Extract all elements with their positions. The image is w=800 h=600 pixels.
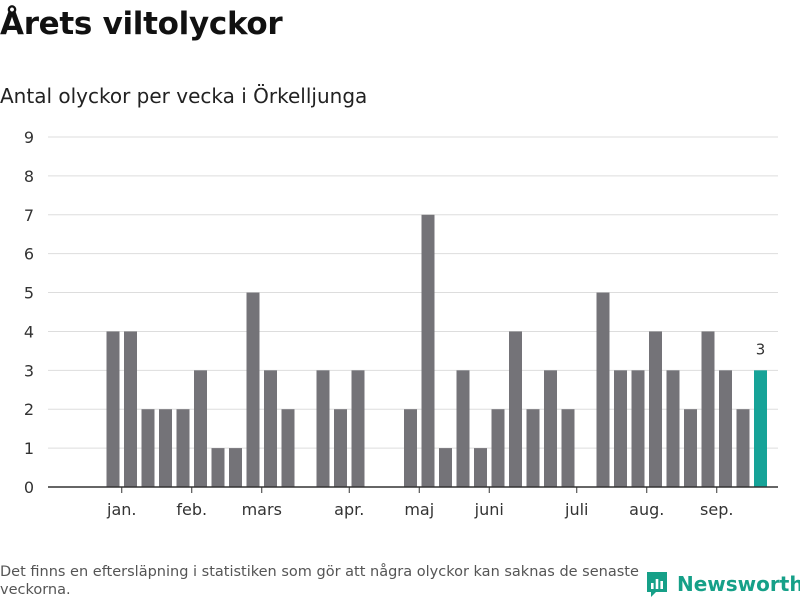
brand-logo[interactable]: Newsworthy	[645, 570, 800, 598]
bar[interactable]	[439, 448, 452, 487]
bar-current-week[interactable]	[754, 370, 767, 487]
bar[interactable]	[106, 331, 120, 487]
y-tick-label: 3	[24, 361, 34, 380]
bar[interactable]	[544, 370, 557, 487]
y-tick-label: 4	[24, 322, 34, 341]
x-tick-label: maj	[404, 500, 434, 519]
bar[interactable]	[124, 331, 137, 487]
bar[interactable]	[666, 370, 680, 487]
x-tick-label: mars	[242, 500, 282, 519]
bar[interactable]	[211, 448, 225, 487]
data-label-current-week: 3	[756, 340, 766, 358]
x-tick-label: apr.	[334, 500, 364, 519]
x-tick-label: juli	[564, 500, 588, 519]
bar[interactable]	[631, 370, 645, 487]
y-tick-label: 6	[24, 245, 34, 264]
x-tick-label: aug.	[629, 500, 664, 519]
bar[interactable]	[561, 409, 575, 487]
x-tick-label: juni	[474, 500, 504, 519]
bar[interactable]	[334, 409, 347, 487]
bar[interactable]	[491, 409, 505, 487]
bar[interactable]	[614, 370, 627, 487]
bar[interactable]	[351, 370, 365, 487]
bar[interactable]	[649, 331, 662, 487]
bar[interactable]	[526, 409, 540, 487]
bar[interactable]	[474, 448, 487, 487]
bar[interactable]	[736, 409, 750, 487]
y-tick-label: 8	[24, 167, 34, 186]
bars	[106, 214, 767, 487]
x-tick-label: sep.	[700, 500, 733, 519]
bar[interactable]	[281, 409, 295, 487]
y-tick-label: 7	[24, 206, 34, 225]
y-tick-label: 0	[24, 478, 34, 497]
x-tick-label: feb.	[176, 500, 207, 519]
brand-name: Newsworthy	[677, 572, 800, 596]
bar[interactable]	[684, 409, 697, 487]
bar-chart: 0 1 2 3 4 5 6 7 8 9 3 jan. feb. mars apr. maj juni juli au…	[24, 128, 778, 519]
y-tick-label: 2	[24, 400, 34, 419]
y-tick-label: 5	[24, 284, 34, 303]
bar[interactable]	[404, 409, 417, 487]
bar[interactable]	[264, 370, 277, 487]
bar[interactable]	[159, 409, 172, 487]
axes: 0 1 2 3 4 5 6 7 8 9 3 jan. feb. mars apr. maj juni juli au…	[24, 128, 778, 519]
bar[interactable]	[701, 331, 715, 487]
newsworthy-logo-icon	[647, 572, 667, 597]
bar[interactable]	[421, 214, 435, 487]
chart-title: Årets viltolyckor	[0, 6, 283, 42]
bar[interactable]	[719, 370, 732, 487]
bar[interactable]	[456, 370, 470, 487]
bar[interactable]	[141, 409, 155, 487]
bar[interactable]	[509, 331, 522, 487]
bar[interactable]	[176, 409, 190, 487]
bar[interactable]	[229, 448, 242, 487]
bar[interactable]	[246, 292, 260, 487]
x-tick-label: jan.	[106, 500, 136, 519]
footnote: Det finns en eftersläpning i statistiken…	[0, 564, 639, 598]
bar[interactable]	[596, 292, 610, 487]
y-tick-label: 9	[24, 128, 34, 147]
bar[interactable]	[194, 370, 207, 487]
bar[interactable]	[316, 370, 330, 487]
y-tick-label: 1	[24, 439, 34, 458]
chart-subtitle: Antal olyckor per vecka i Örkelljunga	[0, 84, 368, 108]
